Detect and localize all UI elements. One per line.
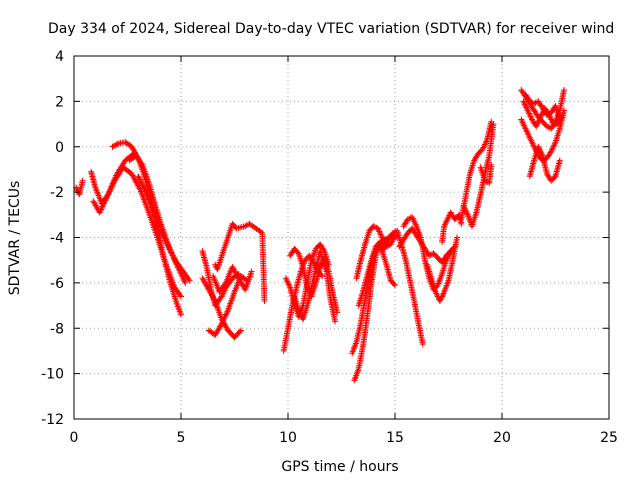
data-point-marker xyxy=(390,281,397,287)
data-point-marker xyxy=(112,142,119,149)
chart-title: Day 334 of 2024, Sidereal Day-to-day VTE… xyxy=(48,21,614,37)
data-point-marker xyxy=(185,276,192,283)
data-points xyxy=(73,87,568,384)
data-point-marker xyxy=(186,277,193,284)
data-point-marker xyxy=(490,121,497,128)
y-axis-label: SDTVAR / TECUs xyxy=(7,181,23,296)
data-point-marker xyxy=(237,327,244,334)
y-tick-label: -12 xyxy=(41,412,64,428)
data-point-marker xyxy=(236,328,243,335)
data-point-marker xyxy=(561,87,568,93)
data-point-marker xyxy=(79,177,86,184)
data-point-marker xyxy=(561,107,568,114)
data-point-marker xyxy=(248,268,255,275)
data-point-marker xyxy=(332,318,339,325)
data-point-marker xyxy=(488,161,495,168)
data-point-marker xyxy=(211,296,218,303)
data-point-marker xyxy=(109,143,116,150)
y-tick-label: -2 xyxy=(50,185,64,201)
data-point-marker xyxy=(261,298,268,304)
data-point-marker xyxy=(177,292,184,299)
data-point-marker xyxy=(182,279,189,286)
y-tick-label: 2 xyxy=(55,94,64,110)
data-point-marker xyxy=(454,234,461,241)
x-tick-label: 20 xyxy=(493,430,511,446)
y-tick-label: 0 xyxy=(55,140,64,156)
x-tick-label: 0 xyxy=(70,430,79,446)
data-point-marker xyxy=(178,293,184,300)
y-tick-label: -8 xyxy=(50,321,64,337)
x-tick-label: 15 xyxy=(386,430,404,446)
y-tick-label: -6 xyxy=(50,276,64,292)
x-tick-label: 5 xyxy=(177,430,186,446)
data-point-marker xyxy=(114,141,121,147)
data-point-marker xyxy=(320,246,327,253)
data-point-marker xyxy=(556,157,563,164)
x-tick-label: 25 xyxy=(600,430,618,446)
x-axis-label: GPS time / hours xyxy=(281,459,398,475)
data-point-marker xyxy=(419,341,426,348)
data-point-marker xyxy=(392,282,398,289)
data-point-marker xyxy=(110,143,117,150)
x-tick-label: 10 xyxy=(279,430,297,446)
y-tick-label: 4 xyxy=(55,49,64,65)
y-tick-label: -4 xyxy=(50,231,64,247)
data-point-marker xyxy=(178,311,184,318)
data-point-marker xyxy=(556,116,563,123)
y-tick-label: -10 xyxy=(41,367,64,383)
grid-lines xyxy=(74,56,609,419)
